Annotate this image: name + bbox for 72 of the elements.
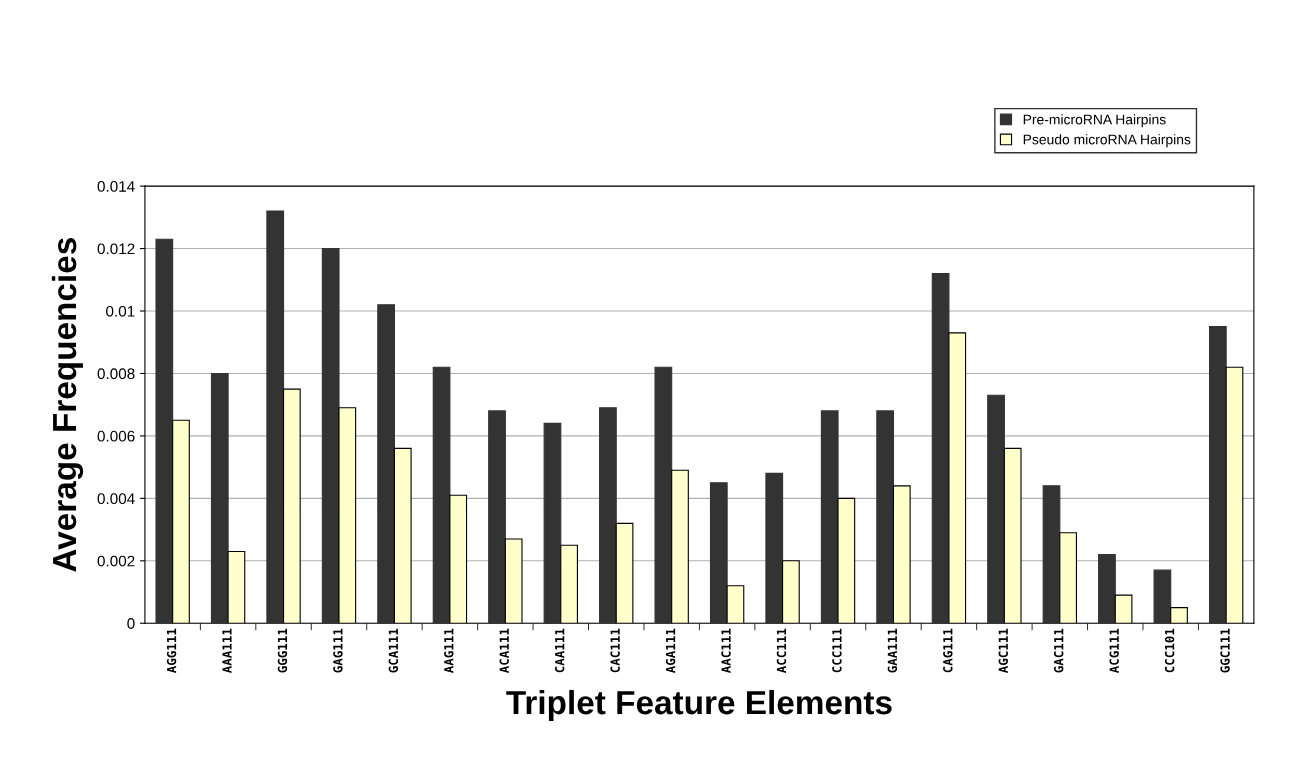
x-tick-label: ACC111 — [776, 628, 787, 674]
bar — [504, 538, 523, 624]
x-tick-label: AGC111 — [998, 628, 1008, 674]
bar — [1170, 607, 1188, 624]
bar — [709, 482, 728, 624]
bar — [1059, 532, 1078, 624]
y-tick-label: 0.008 — [97, 368, 135, 380]
x-tick-label: CAC111 — [610, 628, 620, 673]
bar — [543, 422, 562, 624]
bar — [488, 410, 506, 624]
y-tick-label: 0 — [127, 618, 135, 629]
x-tick-label: CCC111 — [832, 628, 842, 673]
bar — [1114, 594, 1133, 624]
y-tick-label: 0.002 — [97, 555, 135, 567]
bar — [393, 447, 412, 624]
bar — [432, 366, 451, 624]
bar — [338, 407, 357, 624]
bar — [172, 419, 190, 624]
bar — [321, 248, 340, 624]
bar — [377, 304, 395, 624]
bar — [837, 497, 856, 624]
bar — [1153, 569, 1172, 624]
bar — [820, 410, 839, 624]
bar — [266, 210, 285, 624]
y-axis-title: Average Frequencies — [51, 238, 84, 572]
bar — [654, 366, 673, 624]
x-tick-label: AAG111 — [444, 628, 454, 674]
x-tick-label: GCA111 — [388, 628, 399, 673]
x-tick-label: CAA111 — [554, 628, 565, 673]
y-tick-label: 0.006 — [97, 430, 135, 442]
x-tick-label: CAG111 — [943, 628, 953, 673]
bar — [1208, 326, 1227, 624]
bar — [282, 388, 301, 624]
x-tick-label: AGA111 — [665, 628, 676, 674]
x-tick-label: ACA111 — [499, 628, 509, 674]
x-tick-label: AAA111 — [222, 628, 232, 674]
bar — [782, 560, 800, 624]
bar — [892, 485, 911, 624]
x-tick-label: ACG111 — [1109, 628, 1119, 674]
y-tick-label: 0.012 — [97, 243, 135, 255]
bar — [227, 550, 246, 624]
bar — [560, 544, 578, 624]
bar — [931, 272, 950, 624]
legend-label: Pre-microRNA Hairpins — [1023, 114, 1166, 128]
bar — [1003, 447, 1022, 624]
legend-label: Pseudo microRNA Hairpins — [1023, 134, 1191, 148]
bar — [671, 469, 689, 624]
bar — [765, 472, 784, 624]
x-tick-label: GAG111 — [333, 628, 343, 673]
bar — [726, 585, 745, 624]
bar — [987, 394, 1005, 624]
bar — [1225, 366, 1244, 624]
y-tick-label: 0.004 — [97, 493, 135, 505]
bar — [1098, 554, 1116, 624]
bar — [155, 238, 174, 624]
x-tick-label: GGG111 — [277, 628, 288, 673]
x-tick-label: GGC111 — [1220, 628, 1230, 673]
bar — [948, 332, 967, 624]
bar — [210, 372, 229, 624]
bar — [615, 522, 634, 624]
bar — [599, 407, 617, 624]
x-axis-title: Triplet Feature Elements — [506, 689, 892, 722]
y-tick-label: 0.014 — [97, 180, 135, 192]
x-tick-label: AAC111 — [721, 628, 731, 674]
x-tick-label: CCC101 — [1164, 628, 1175, 673]
x-tick-label: GAC111 — [1053, 628, 1064, 673]
y-tick-label: 0.01 — [106, 305, 135, 317]
bar — [1042, 485, 1061, 624]
x-tick-label: AGG111 — [166, 628, 177, 674]
x-tick-label: GAA111 — [887, 628, 898, 673]
bar — [449, 494, 468, 624]
bar — [876, 410, 895, 624]
